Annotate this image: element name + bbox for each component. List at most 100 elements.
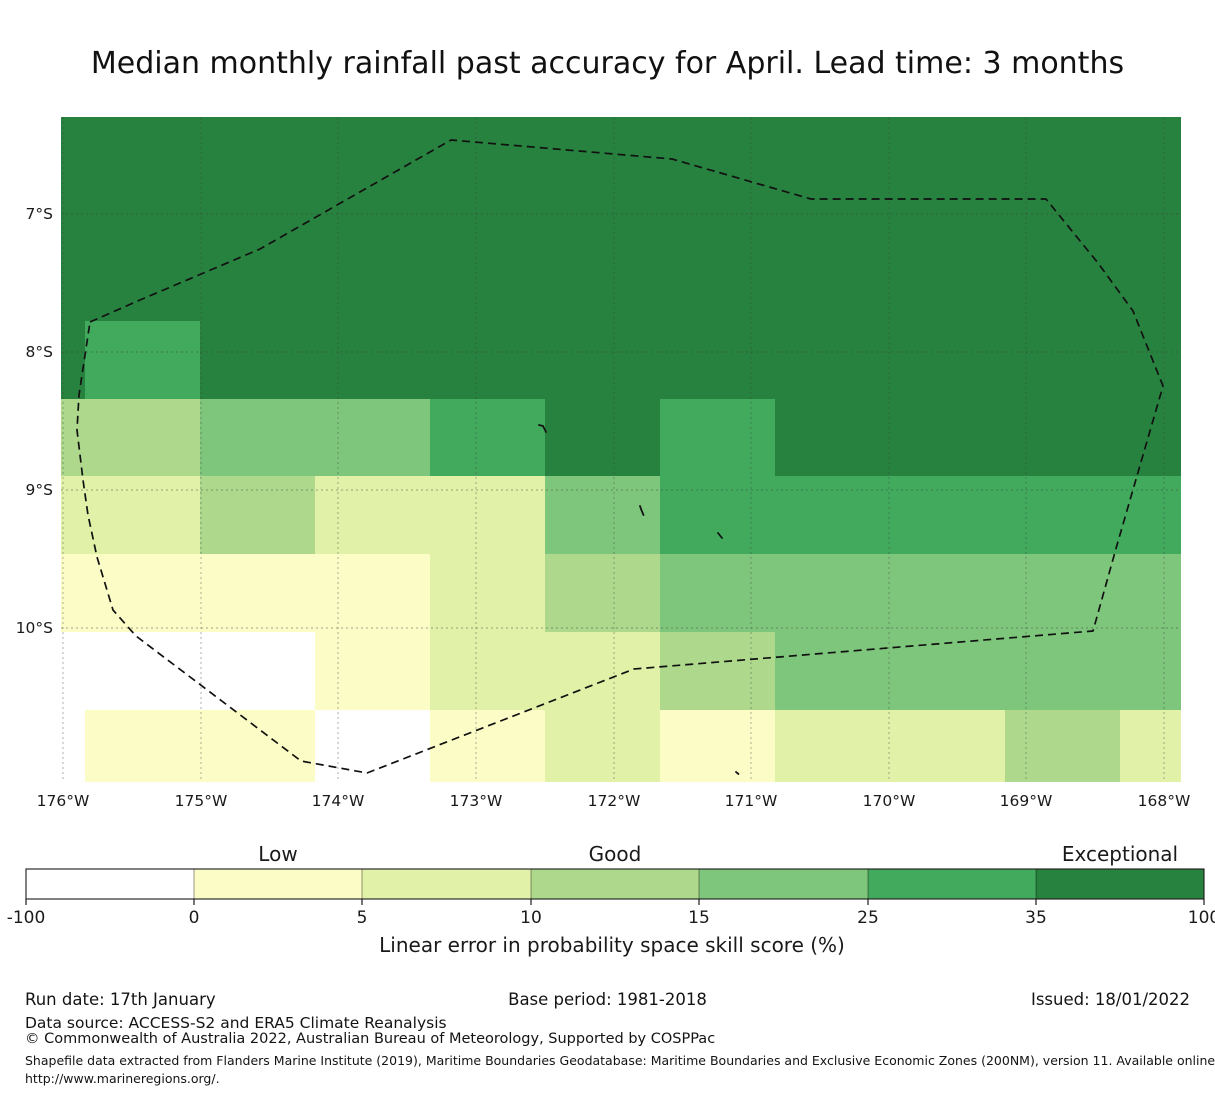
heatmap-cell (660, 554, 775, 632)
x-tick-label: 172°W (588, 792, 641, 810)
colorbar-segment (26, 869, 194, 899)
y-tick-label: 8°S (26, 343, 53, 361)
heatmap-cell (61, 243, 85, 321)
heatmap-cell (775, 710, 890, 782)
colorbar-category-label: Exceptional (1062, 842, 1178, 866)
y-tick-label: 10°S (16, 619, 53, 637)
heatmap-cell (1005, 399, 1120, 476)
heatmap-cell (61, 117, 85, 165)
heatmap-cell (200, 321, 315, 399)
heatmap-cell (890, 632, 1005, 710)
heatmap-cell (315, 632, 430, 710)
island-mark (538, 424, 547, 433)
copyright-label: © Commonwealth of Australia 2022, Austra… (25, 1031, 716, 1047)
heatmap-cell (1005, 117, 1120, 165)
colorbar-segment (868, 869, 1036, 899)
heatmap-cell (890, 117, 1005, 165)
heatmap-cell (315, 165, 430, 243)
heatmap-cell (315, 554, 430, 632)
heatmap-cell (315, 321, 430, 399)
heatmap-cell (200, 399, 315, 476)
heatmap-cell (545, 710, 660, 782)
heatmap-cell (61, 476, 85, 554)
heatmap-cell (200, 165, 315, 243)
heatmap-cell (85, 321, 200, 399)
heatmap-cell (61, 321, 85, 399)
heatmap-cell (545, 243, 660, 321)
colorbar-tick-label: 35 (1025, 908, 1047, 928)
heatmap-cell (1005, 321, 1120, 399)
colorbar-caption: Linear error in probability space skill … (379, 933, 845, 957)
heatmap-cell (61, 165, 85, 243)
heatmap-cell (545, 554, 660, 632)
colorbar-segment (362, 869, 531, 899)
heatmap-cell (430, 243, 545, 321)
x-tick-label: 173°W (450, 792, 503, 810)
y-tick-label: 9°S (26, 481, 53, 499)
heatmap-cell (61, 399, 85, 476)
heatmap-cell (660, 321, 775, 399)
x-tick-label: 171°W (725, 792, 778, 810)
heatmap-cell (430, 554, 545, 632)
heatmap-cell (1120, 321, 1181, 399)
heatmap-cell (430, 117, 545, 165)
heatmap-cell (85, 710, 200, 782)
issued-date-label: Issued: 18/01/2022 (1030, 990, 1190, 1009)
heatmap-cell (430, 165, 545, 243)
heatmap-cell (775, 117, 890, 165)
heatmap-cell (85, 117, 200, 165)
heatmap-cell (660, 632, 775, 710)
heatmap-cell (545, 476, 660, 554)
heatmap-cell (1120, 165, 1181, 243)
colorbar-tick-label: 25 (857, 908, 879, 928)
page-title: Median monthly rainfall past accuracy fo… (90, 46, 1125, 81)
heatmap-cell (890, 165, 1005, 243)
colorbar-outline (25, 868, 1205, 900)
heatmap-cell (775, 476, 890, 554)
colorbar-tick-label: 10 (520, 908, 542, 928)
island-mark (639, 505, 645, 516)
y-tick-label: 7°S (26, 205, 53, 223)
colorbar-category-label: Low (258, 842, 297, 866)
heatmap-cell (61, 632, 85, 710)
heatmap-cell (85, 554, 200, 632)
heatmap-cell (200, 632, 315, 710)
base-period-label: Base period: 1981-2018 (508, 990, 707, 1009)
heatmap-cell (890, 476, 1005, 554)
heatmap-cell (1120, 117, 1181, 165)
heatmap-cell (1005, 476, 1120, 554)
data-source-label: Data source: ACCESS-S2 and ERA5 Climate … (25, 1014, 447, 1032)
heatmap-cell (1005, 710, 1120, 782)
heatmap-cell (61, 710, 85, 782)
shapefile-note-line2: http://www.marineregions.org/. (25, 1071, 220, 1086)
heatmap-cell (545, 399, 660, 476)
colorbar-tick-label: 5 (357, 908, 368, 928)
colorbar-category-label: Good (589, 842, 642, 866)
heatmap-cell (1120, 554, 1181, 632)
heatmap-cell (1005, 165, 1120, 243)
island-mark (717, 532, 723, 539)
heatmap-cell (315, 243, 430, 321)
heatmap-cell (200, 243, 315, 321)
heatmap-cell (430, 710, 545, 782)
colorbar-segment (1036, 869, 1204, 899)
heatmap-cell (200, 476, 315, 554)
colorbar-segment (531, 869, 699, 899)
x-tick-label: 174°W (312, 792, 365, 810)
heatmap-cell (85, 165, 200, 243)
heatmap-cell (660, 243, 775, 321)
heatmap-cell (660, 165, 775, 243)
x-tick-label: 175°W (175, 792, 228, 810)
gridlines (61, 117, 1181, 782)
x-tick-label: 176°W (37, 792, 90, 810)
heatmap-cell (890, 399, 1005, 476)
colorbar-tick-label: 0 (189, 908, 200, 928)
x-tick-label: 168°W (1138, 792, 1191, 810)
heatmap-cell (200, 117, 315, 165)
run-date-label: Run date: 17th January (25, 990, 216, 1009)
heatmap-cell (545, 632, 660, 710)
heatmap-cell (315, 476, 430, 554)
colorbar-tick-label: 15 (688, 908, 710, 928)
heatmap-cell (1005, 243, 1120, 321)
